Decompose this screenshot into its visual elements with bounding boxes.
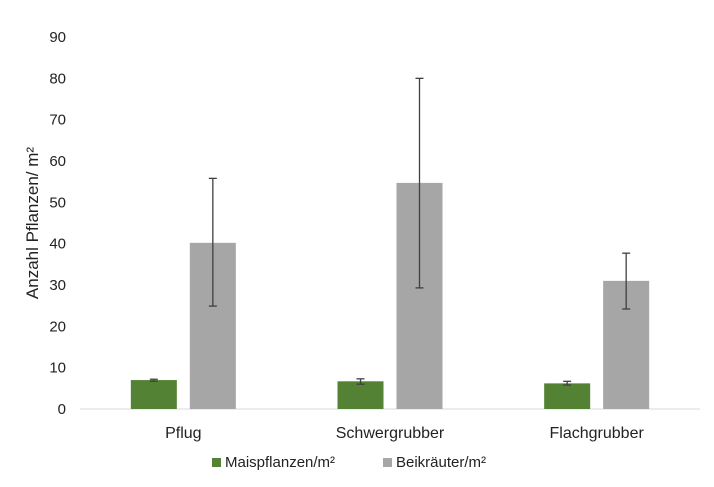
legend-swatch [212, 458, 221, 467]
error-bar [356, 378, 365, 385]
legend-swatch [383, 458, 392, 467]
y-tick-label: 80 [49, 70, 66, 87]
error-bar [622, 252, 631, 310]
bar-maispflanzen-m--schwergrubber [337, 381, 384, 409]
error-bars-group [149, 77, 631, 386]
y-tick-label: 20 [49, 318, 66, 335]
error-bar [415, 77, 424, 289]
legend-label: Beikräuter/m² [396, 454, 486, 471]
y-tick-label: 30 [49, 277, 66, 294]
legend: Maispflanzen/m² Beikräuter/m² [212, 454, 486, 471]
y-tick-label: 10 [49, 360, 66, 377]
y-axis-ticks: 0 10 20 30 40 50 60 70 80 90 [49, 29, 66, 418]
y-tick-label: 70 [49, 112, 66, 129]
y-tick-label: 90 [49, 29, 66, 46]
y-tick-label: 50 [49, 194, 66, 211]
y-tick-label: 60 [49, 153, 66, 170]
category-label: Flachgrubber [550, 425, 645, 442]
category-label: Schwergrubber [336, 425, 445, 442]
y-axis-title: Anzahl Pflanzen/ m² [23, 147, 42, 299]
bar-maispflanzen-m--flachgrubber [544, 383, 591, 409]
category-labels: Pflug Schwergrubber Flachgrubber [165, 425, 644, 442]
legend-item: Maispflanzen/m² [212, 454, 335, 471]
y-tick-label: 0 [58, 401, 66, 418]
bar-maispflanzen-m--pflug [130, 380, 177, 409]
y-tick-label: 40 [49, 236, 66, 253]
category-label: Pflug [165, 425, 201, 442]
error-bar [149, 378, 158, 382]
error-bar [208, 177, 217, 307]
error-bar [563, 380, 572, 386]
bars-group [130, 182, 650, 409]
legend-item: Beikräuter/m² [383, 454, 486, 471]
legend-label: Maispflanzen/m² [225, 454, 335, 471]
